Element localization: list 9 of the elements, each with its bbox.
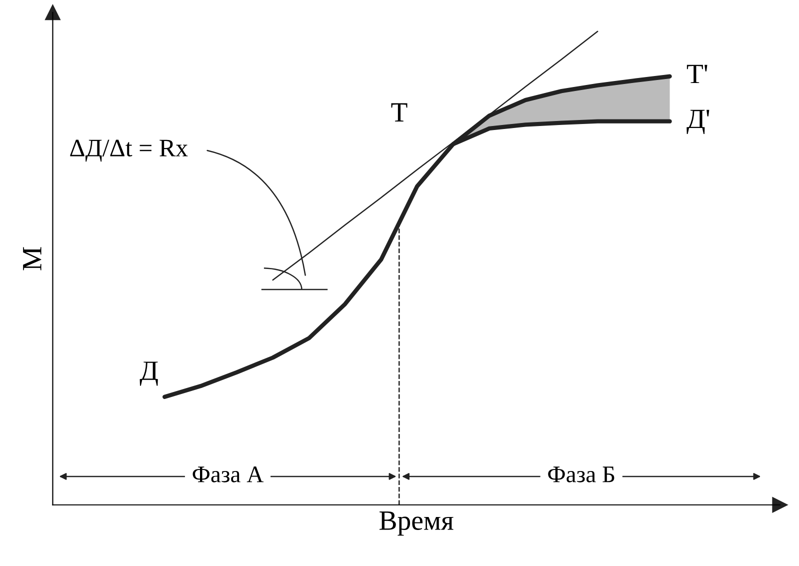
annotation: Д	[140, 362, 158, 386]
annotation: Фаза Б	[548, 466, 614, 482]
annotation: Д'	[686, 110, 710, 134]
x-axis-title: Время	[380, 512, 454, 536]
y-axis-title: М	[23, 247, 42, 270]
annotation: ΔД/Δt = Rx	[70, 140, 188, 162]
annotation: Т	[391, 103, 408, 122]
annotation: Т'	[686, 64, 708, 84]
annotation: Фаза А	[192, 466, 264, 482]
